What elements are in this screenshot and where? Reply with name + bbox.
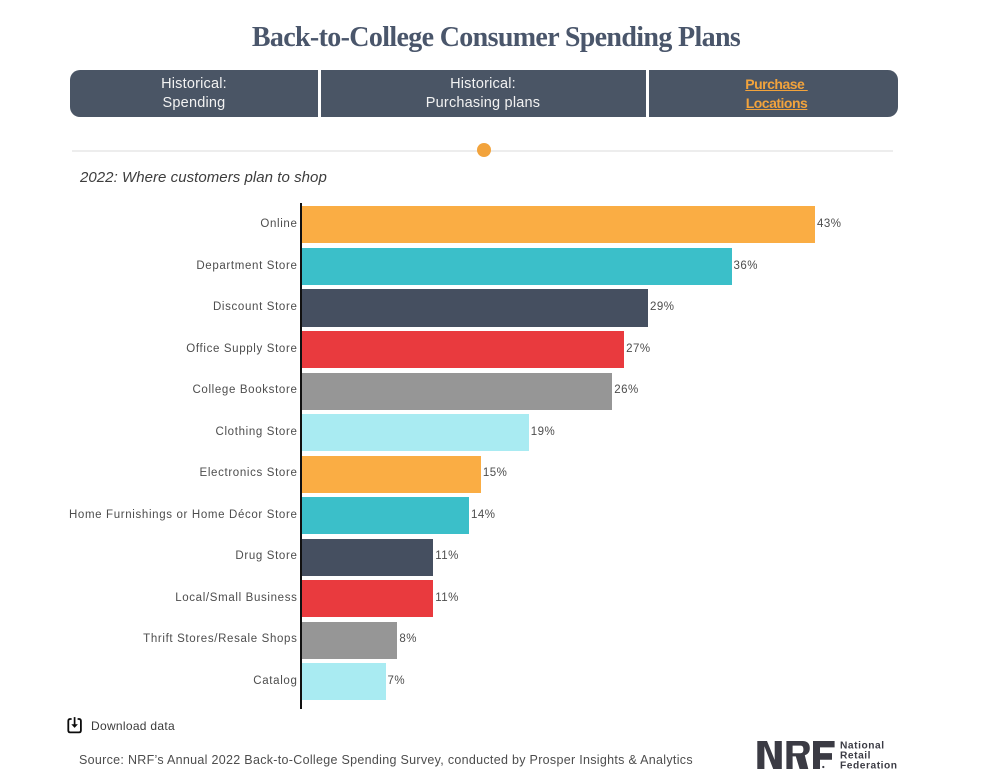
svg-text:National: National <box>840 741 885 752</box>
svg-text:Retail: Retail <box>840 751 871 762</box>
svg-text:Federation: Federation <box>840 760 898 771</box>
